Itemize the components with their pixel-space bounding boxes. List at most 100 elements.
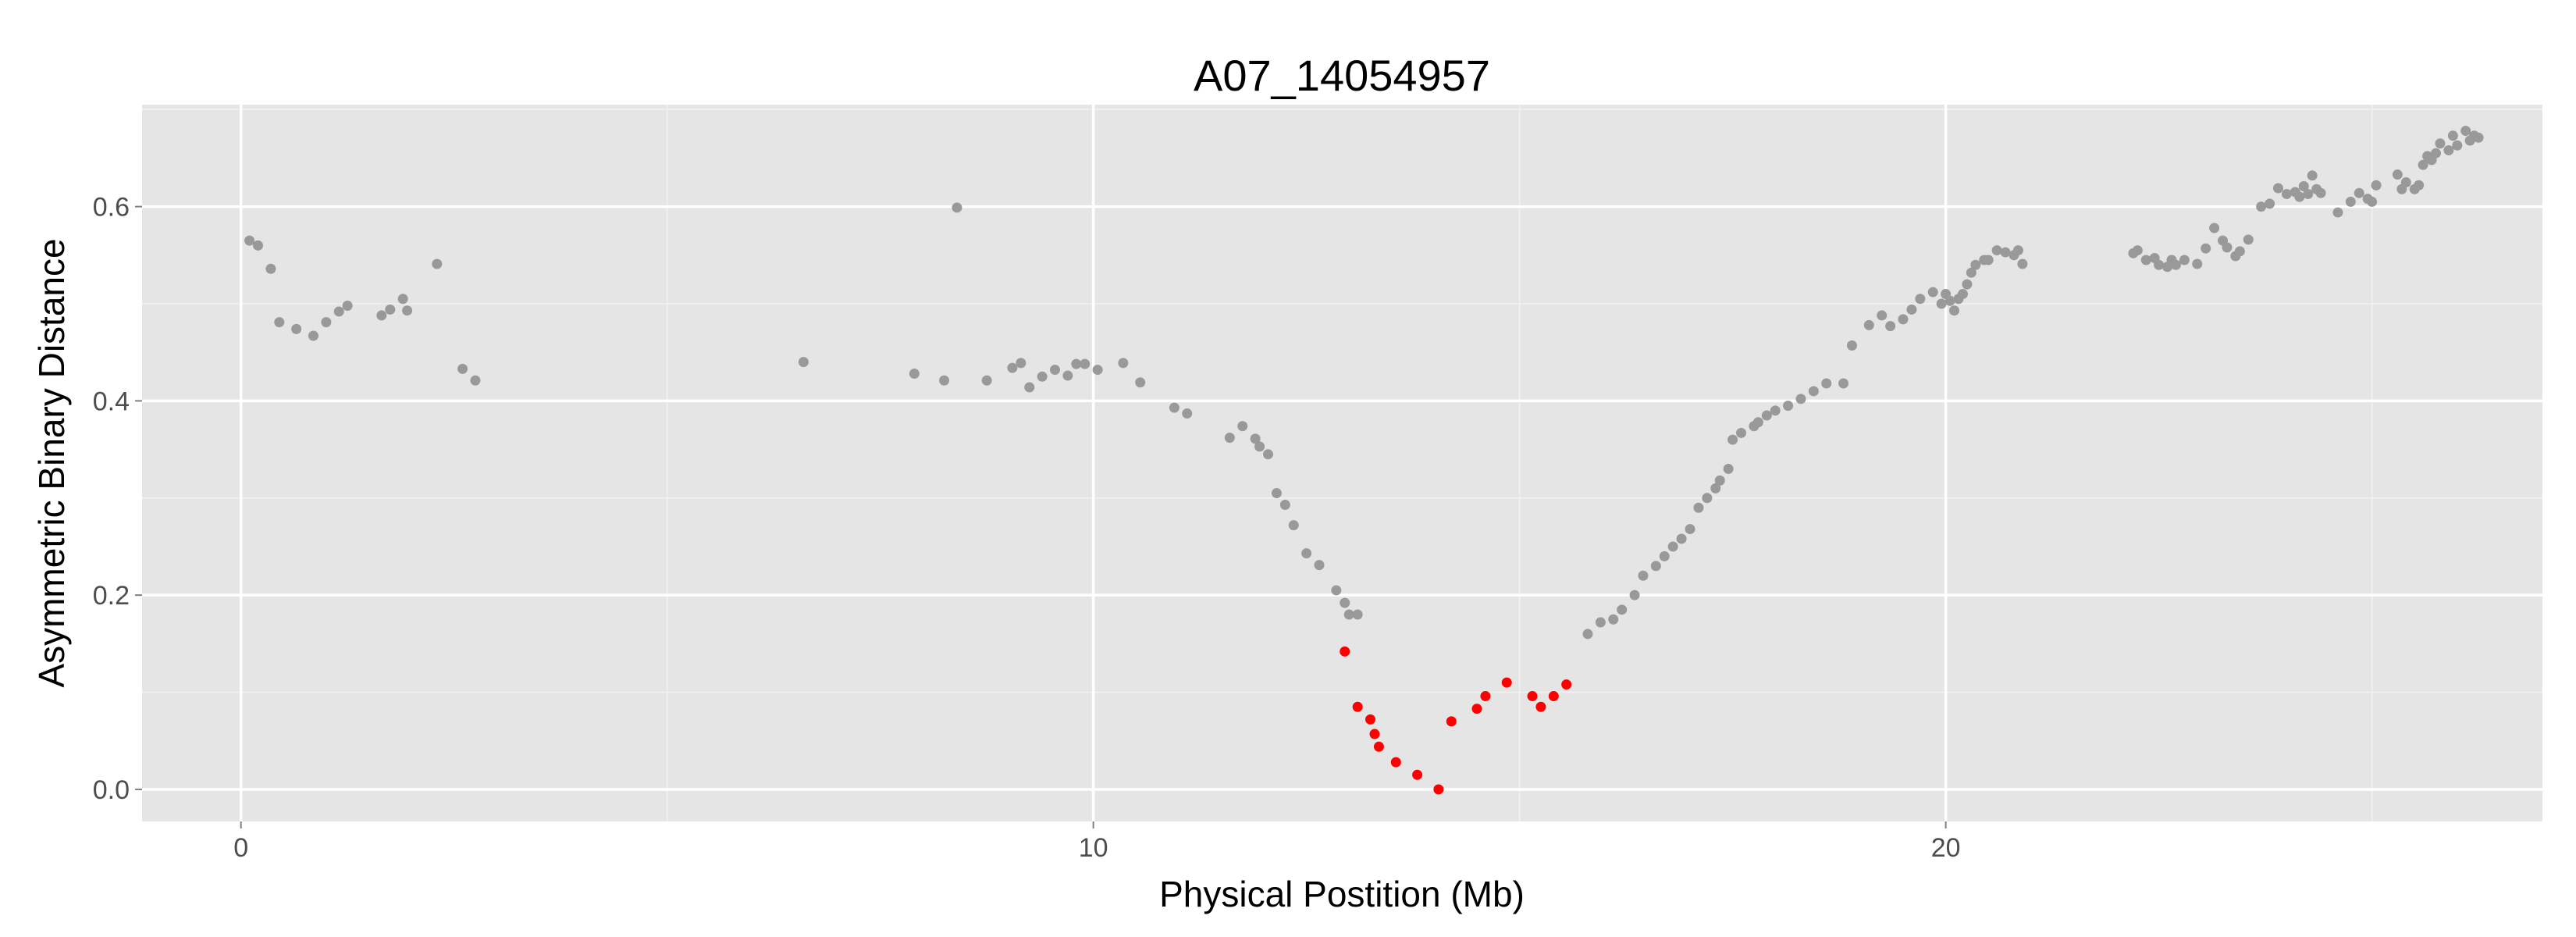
data-point <box>1340 597 1350 608</box>
highlighted-data-point <box>1390 757 1401 768</box>
y-tick-label: 0.2 <box>93 581 130 611</box>
data-point <box>1863 319 1874 330</box>
data-point <box>2303 188 2314 199</box>
data-point <box>2179 255 2190 265</box>
highlighted-data-point <box>1480 691 1491 702</box>
data-point <box>2371 180 2382 191</box>
data-point <box>2435 138 2446 149</box>
data-point <box>291 323 302 334</box>
data-point <box>2345 196 2356 207</box>
data-point <box>1279 499 1290 510</box>
y-tick-label: 0.4 <box>93 387 130 416</box>
data-point <box>253 240 264 251</box>
data-point <box>1685 524 1695 535</box>
data-point <box>1795 394 1806 404</box>
data-point <box>1080 358 1091 369</box>
data-point <box>1331 585 1342 596</box>
data-point <box>1667 541 1678 552</box>
data-point <box>1659 550 1670 561</box>
data-point <box>1050 365 1061 376</box>
data-point <box>1676 533 1687 544</box>
data-point <box>1062 370 1073 381</box>
y-axis-title: Asymmetric Binary Distance <box>31 238 72 687</box>
highlighted-data-point <box>1471 704 1482 714</box>
data-point <box>1821 378 1832 389</box>
data-point <box>1906 304 1917 315</box>
data-point <box>1071 358 1082 369</box>
data-point <box>2265 198 2275 209</box>
highlighted-data-point <box>1340 646 1350 657</box>
data-point <box>2209 223 2220 233</box>
data-point <box>2315 187 2326 198</box>
data-point <box>1927 287 1938 297</box>
data-point <box>470 375 481 386</box>
data-point <box>1169 402 1179 413</box>
data-point <box>1016 358 1026 369</box>
x-tick-labels: 0 10 20 <box>233 833 1960 863</box>
data-point <box>1037 371 1048 382</box>
data-point <box>1770 405 1781 416</box>
data-point <box>265 263 276 274</box>
chart-title: A07_14054957 <box>1194 51 1490 100</box>
data-point <box>1582 629 1593 640</box>
data-point <box>1949 305 1960 316</box>
x-axis-title: Physical Postition (Mb) <box>1159 874 1525 914</box>
data-point <box>952 202 962 213</box>
data-point <box>2140 255 2151 265</box>
data-point <box>2000 247 2011 258</box>
data-point <box>1288 520 1299 531</box>
highlighted-data-point <box>1369 729 1380 739</box>
data-point <box>1915 294 1926 305</box>
data-point <box>457 363 468 374</box>
data-point <box>1808 386 1819 397</box>
data-point <box>2418 159 2428 170</box>
data-point <box>1650 561 1661 572</box>
x-tick-label: 20 <box>1931 833 1961 863</box>
data-point <box>1991 245 2002 256</box>
y-tick-labels: 0.0 0.2 0.4 0.6 <box>93 193 130 805</box>
data-point <box>2443 144 2454 155</box>
data-point <box>397 294 408 305</box>
data-point <box>1885 321 1896 332</box>
data-point <box>1847 340 1858 351</box>
data-point <box>909 369 920 379</box>
data-point <box>1024 382 1035 393</box>
data-point <box>1723 463 1734 474</box>
data-point <box>1957 289 1968 300</box>
data-point <box>2298 180 2309 191</box>
data-point <box>1966 267 1976 278</box>
data-point <box>2222 242 2233 253</box>
data-point <box>1727 434 1738 445</box>
y-tick-label: 0.0 <box>93 775 130 805</box>
data-point <box>1936 298 1947 309</box>
data-point <box>333 306 344 317</box>
data-point <box>2017 258 2028 269</box>
data-point <box>342 300 353 311</box>
data-point <box>1693 502 1704 513</box>
data-point <box>1182 408 1193 419</box>
data-point <box>1944 295 1955 306</box>
data-point <box>244 235 255 246</box>
highlighted-data-point <box>1352 701 1363 712</box>
data-point <box>1617 604 1628 615</box>
y-tick-label: 0.6 <box>93 193 130 223</box>
highlighted-data-point <box>1501 677 1512 688</box>
data-point <box>1314 560 1325 571</box>
data-point <box>2460 126 2471 137</box>
highlighted-data-point <box>1365 714 1376 725</box>
data-point <box>402 305 413 316</box>
data-point <box>981 375 992 386</box>
data-point <box>1254 441 1265 452</box>
data-point <box>2452 140 2463 151</box>
data-point <box>2354 187 2364 198</box>
data-point <box>1224 433 1235 444</box>
data-points <box>244 126 2484 795</box>
data-point <box>1783 401 1794 411</box>
data-point <box>1608 614 1619 625</box>
data-point <box>2414 180 2425 191</box>
data-point <box>1983 255 1994 265</box>
data-point <box>1761 410 1772 421</box>
data-point <box>2012 245 2023 256</box>
data-point <box>939 375 950 386</box>
data-point <box>2400 177 2411 188</box>
